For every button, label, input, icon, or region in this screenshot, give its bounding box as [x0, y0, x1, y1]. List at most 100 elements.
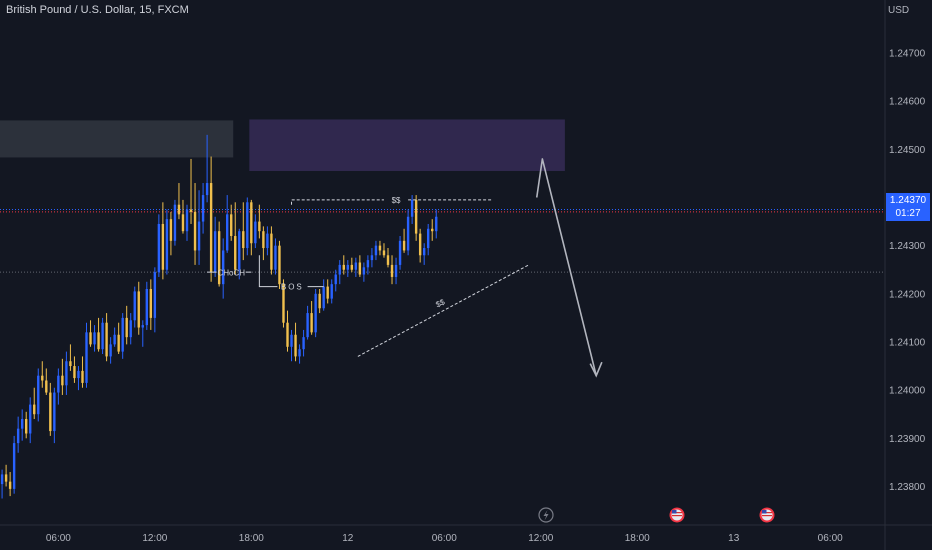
candle-body [310, 313, 313, 333]
candle-body [33, 404, 36, 415]
bos-label: BOS [281, 283, 304, 292]
candle-body [189, 209, 193, 212]
candle-body [366, 260, 370, 268]
choch-label: CHoCH [217, 269, 245, 278]
candle-body [65, 361, 68, 386]
candle-body [250, 202, 253, 244]
price-tick-label: 1.24300 [889, 241, 926, 252]
last-price-tag: 1.24370 01:27 [886, 193, 930, 221]
candle-body [149, 288, 153, 318]
time-tick-label: 06:00 [432, 533, 457, 544]
candle-body [161, 223, 165, 270]
candle-body [410, 199, 414, 217]
projection-arrow [535, 158, 598, 376]
candle-body [61, 375, 64, 386]
supply-zone-grey [0, 120, 234, 158]
bar-countdown: 01:27 [895, 208, 921, 219]
candle-body [0, 474, 4, 485]
candle-body [386, 255, 390, 265]
candle-body [431, 228, 434, 232]
candle-body [382, 250, 386, 256]
candle-body [81, 370, 84, 383]
candle-body [141, 325, 144, 328]
candle-body [427, 228, 430, 249]
candle-body [53, 392, 56, 432]
liquidity-trendline [357, 264, 529, 357]
lightning-icon [538, 507, 554, 523]
candle-body [322, 286, 325, 309]
candle-body [145, 288, 148, 326]
time-tick-label: 18:00 [625, 533, 650, 544]
price-tick-label: 1.24100 [889, 337, 926, 348]
candle-body [350, 264, 354, 270]
candle-body [169, 219, 173, 241]
candle-body [133, 291, 136, 321]
candle-body [41, 375, 44, 381]
candle-body [125, 317, 128, 338]
bos-line [258, 255, 278, 288]
price-tick-label: 1.24600 [889, 97, 926, 108]
candle-body [302, 337, 305, 350]
candle-body [238, 231, 241, 270]
candle-body [435, 216, 438, 232]
candle-body [354, 262, 358, 270]
candle-body [153, 272, 157, 318]
candle-body [181, 214, 185, 232]
time-tick-label: 18:00 [239, 533, 264, 544]
candle-body [278, 245, 281, 285]
candle-body [109, 344, 112, 357]
candle-body [398, 240, 402, 265]
candle-body [374, 245, 378, 256]
candle-body [49, 392, 52, 432]
candle-body [318, 293, 321, 309]
candle-body [197, 221, 201, 251]
candle-body [77, 370, 80, 379]
candle-body [246, 202, 249, 249]
time-tick-label: 12 [342, 533, 354, 544]
candle-body [394, 264, 398, 277]
candle-body [57, 375, 60, 393]
candle-body [137, 291, 140, 328]
candle-body [37, 375, 40, 415]
candle-body [121, 317, 124, 352]
candle-body [338, 264, 341, 275]
candle-body [16, 428, 20, 444]
candle-body [306, 313, 309, 338]
candle-body [69, 361, 72, 367]
candle-body [270, 233, 273, 270]
last-price-value: 1.24370 [889, 195, 927, 206]
candle-body [378, 245, 382, 251]
currency-label[interactable]: USD [888, 5, 910, 16]
equal-highs-label: $$ [392, 196, 401, 205]
projection-arrowhead [589, 361, 603, 378]
candle-body [294, 334, 297, 357]
supply-zone-purple [249, 119, 565, 171]
candle-body [185, 209, 189, 232]
candle-body [370, 255, 374, 261]
candle-body [105, 322, 108, 357]
candle-body [418, 233, 422, 256]
candle-body [85, 332, 88, 383]
candle-body [93, 332, 96, 345]
price-tick-label: 1.24700 [889, 48, 926, 59]
price-tick-label: 1.24500 [889, 145, 926, 156]
candle-body [402, 240, 406, 251]
candle-body [330, 284, 333, 299]
candle-body [290, 334, 293, 347]
symbol-title[interactable]: British Pound / U.S. Dollar, 15, FXCM [6, 4, 189, 16]
candle-body [254, 221, 257, 244]
candle-body [286, 322, 289, 347]
candle-body [326, 286, 329, 299]
candle-body [258, 221, 261, 232]
candle-body [157, 223, 161, 273]
price-tick-label: 1.24200 [889, 289, 926, 300]
candle-body [8, 481, 12, 489]
price-tick-label: 1.24000 [889, 386, 926, 397]
candle-body [282, 284, 285, 323]
candle-body [193, 211, 197, 251]
candle-body [406, 216, 410, 251]
candle-body [358, 262, 362, 275]
candle-body [97, 332, 100, 350]
candle-body [12, 443, 16, 489]
